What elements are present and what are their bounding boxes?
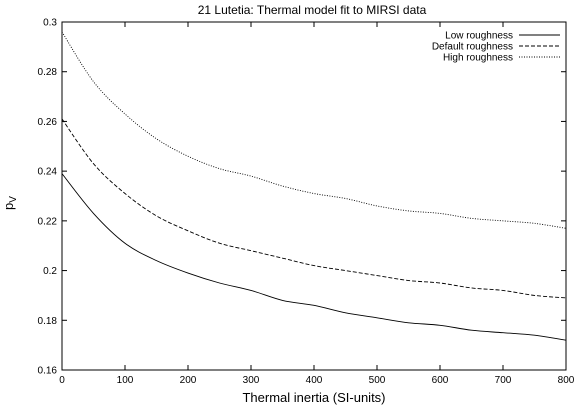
y-tick-label: 0.2 [43,266,57,277]
x-axis-label: Thermal inertia (SI-units) [242,390,385,405]
legend-label: Default roughness [432,42,513,53]
x-tick-label: 100 [117,375,134,386]
x-tick-label: 200 [180,375,197,386]
x-axis: 0 100 200 300 400 500 600 700 800 [59,22,575,386]
y-tick-label: 0.24 [38,167,58,178]
y-tick-label: 0.26 [38,117,58,128]
x-tick-label: 800 [558,375,575,386]
y-tick-label: 0.28 [38,67,58,78]
y-tick-label: 0.22 [38,216,58,227]
y-axis-label: pV [1,196,19,210]
y-axis-label-main: p [1,203,16,210]
series-line-3 [61,31,567,229]
x-tick-label: 600 [432,375,449,386]
legend-label: High roughness [443,53,513,64]
series-group [61,31,567,341]
series-line-1 [61,173,567,341]
x-tick-label: 0 [59,375,65,386]
legend-label: Low roughness [445,31,513,42]
x-tick-label: 400 [306,375,323,386]
y-tick-label: 0.16 [38,366,58,377]
chart-title: 21 Lutetia: Thermal model fit to MIRSI d… [198,3,427,17]
x-tick-label: 300 [243,375,260,386]
x-tick-label: 500 [369,375,386,386]
x-tick-label: 700 [495,375,512,386]
plot-frame [61,21,567,371]
y-tick-label: 0.18 [38,316,58,327]
y-axis: 0.16 0.18 0.2 0.22 0.24 0.26 0.28 0.3 [38,18,566,377]
y-axis-label-subscript: V [8,196,19,203]
y-tick-label: 0.3 [43,18,57,29]
series-line-2 [61,118,567,299]
